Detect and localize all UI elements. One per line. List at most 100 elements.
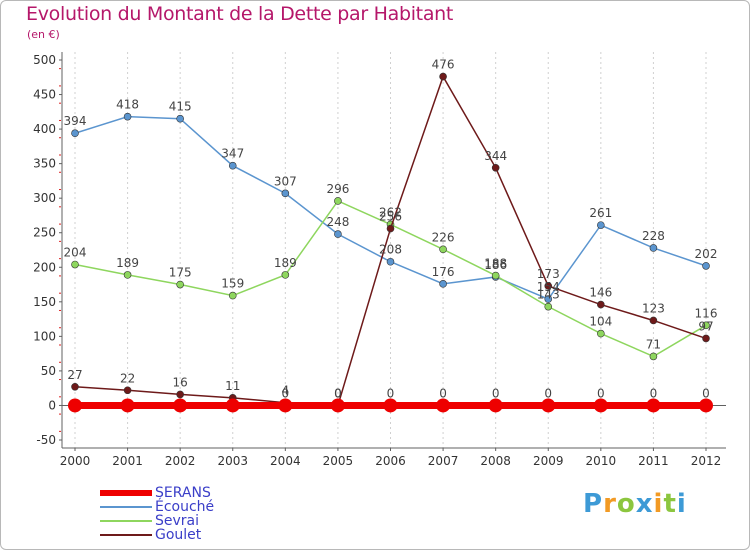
data-label-sevrai: 296 [326,182,349,196]
point-ecouche [176,114,184,123]
point-ecouche [281,189,290,198]
y-tick-label: 400 [33,122,56,136]
x-tick-label: 2000 [60,454,91,468]
point-serans [436,398,451,413]
data-label-goulet: 123 [642,301,665,315]
data-label-goulet: 16 [173,375,188,389]
point-ecouche [71,129,79,138]
data-label-sevrai: 226 [432,230,455,244]
point-ecouche [439,280,447,288]
point-ecouche [386,257,395,266]
legend-label: Écouché [155,499,215,515]
point-goulet [71,382,79,391]
point-serans [330,398,345,413]
legend-label: Goulet [155,527,202,543]
point-serans [383,398,398,413]
point-sevrai [228,291,237,300]
point-sevrai [491,271,500,280]
series-line-goulet [74,74,707,407]
logo-letter: t [663,489,677,519]
point-goulet [176,390,184,399]
y-tick-label: 100 [33,329,56,343]
point-goulet [439,72,447,81]
data-label-sevrai: 189 [274,256,297,270]
logo-letter: r [603,489,617,519]
y-tick-label: 500 [33,53,56,67]
point-serans [278,398,293,413]
point-sevrai [702,321,710,330]
point-goulet [649,316,658,325]
point-serans [541,398,556,413]
legend-swatch [100,506,152,508]
point-sevrai [597,329,605,338]
data-label-goulet: 22 [120,371,135,385]
logo-letter: o [616,489,636,519]
data-label-ecouche: 154 [537,280,560,294]
chart-title: Evolution du Montant de la Dette par Hab… [26,3,454,25]
data-label-ecouche: 347 [221,147,244,161]
data-label-ecouche: 394 [64,114,87,128]
data-label-sevrai: 188 [484,257,507,271]
data-label-goulet: 476 [432,58,455,72]
x-tick-label: 2005 [323,454,354,468]
chart-subtitle: (en €) [27,28,60,41]
data-label-goulet: 0 [334,386,342,400]
data-label-ecouche: 176 [432,265,455,279]
data-label-serans: 0 [492,386,500,400]
proxiti-logo: Proxiti [583,489,687,519]
logo-letter: i [653,489,664,519]
point-goulet [123,386,132,395]
legend-label: Sevrai [155,513,200,529]
point-ecouche [544,295,553,303]
data-label-goulet: 11 [225,379,240,393]
point-serans [120,398,135,413]
point-sevrai [649,352,658,361]
point-ecouche [334,230,342,238]
point-ecouche [702,262,710,270]
data-label-serans: 0 [439,386,447,400]
point-ecouche [597,221,605,229]
logo-letter: P [583,489,604,519]
point-serans [646,398,661,413]
data-label-ecouche: 261 [589,206,612,220]
x-tick-label: 2012 [691,454,722,468]
data-label-ecouche: 307 [274,174,297,188]
point-serans [699,398,713,413]
logo-letter: x [635,489,654,519]
data-label-sevrai: 204 [64,246,87,260]
point-sevrai [544,302,553,311]
data-label-serans: 0 [597,386,605,400]
data-label-sevrai: 175 [169,266,192,280]
point-serans [488,398,503,413]
point-serans [593,398,608,413]
x-tick-label: 2001 [112,454,143,468]
x-tick-label: 2003 [217,454,248,468]
data-label-ecouche: 415 [169,100,192,114]
y-tick-label: 150 [33,295,56,309]
x-tick-label: 2008 [480,454,511,468]
x-tick-label: 2007 [428,454,459,468]
point-goulet [597,300,605,309]
x-tick-label: 2011 [638,454,669,468]
point-ecouche [123,112,132,121]
x-tick-label: 2006 [375,454,406,468]
legend-swatch [100,490,152,496]
point-sevrai [334,197,342,205]
point-serans [173,398,188,413]
legend-label: SERANS [155,485,211,501]
data-label-sevrai: 159 [221,277,244,291]
x-tick-label: 2004 [270,454,301,468]
y-tick-label: 0 [48,398,56,412]
data-label-serans: 0 [387,386,395,400]
y-tick-label: 450 [33,88,56,102]
data-label-goulet: 4 [282,384,290,398]
data-label-goulet: 256 [379,210,402,224]
data-label-sevrai: 189 [116,256,139,270]
y-tick-label: 50 [41,364,56,378]
x-tick-label: 2010 [586,454,617,468]
x-tick-label: 2002 [165,454,196,468]
data-label-serans: 0 [544,386,552,400]
point-goulet [386,224,395,233]
